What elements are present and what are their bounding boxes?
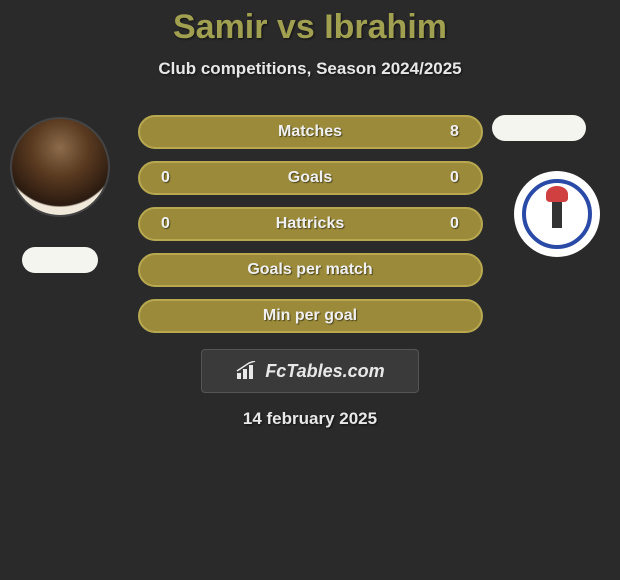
- comparison-card: Samir vs Ibrahim Club competitions, Seas…: [0, 0, 620, 429]
- stat-row-mpg: Min per goal: [138, 299, 483, 333]
- bar-chart-icon: [235, 361, 261, 381]
- stat-label: Matches: [278, 123, 342, 141]
- stat-right-value: 8: [445, 123, 465, 141]
- stat-row-gpm: Goals per match: [138, 253, 483, 287]
- stat-left-value: 0: [156, 169, 176, 187]
- stat-left-value: 0: [156, 215, 176, 233]
- club-badge-ring: [522, 179, 592, 249]
- stat-label: Hattricks: [276, 215, 344, 233]
- stat-row-hattricks: 0 Hattricks 0: [138, 207, 483, 241]
- player-left-avatar: [10, 117, 110, 217]
- player-left-club-pill: [22, 247, 98, 273]
- stat-label: Goals per match: [247, 261, 372, 279]
- player-right-club-pill: [492, 115, 586, 141]
- stats-list: Matches 8 0 Goals 0 0 Hattricks 0 Goals …: [138, 115, 483, 333]
- source-logo: FcTables.com: [201, 349, 419, 393]
- logo-text: FcTables.com: [265, 361, 384, 382]
- torch-icon: [552, 200, 562, 228]
- stat-label: Goals: [288, 169, 332, 187]
- stat-right-value: 0: [445, 169, 465, 187]
- stat-row-matches: Matches 8: [138, 115, 483, 149]
- snapshot-date: 14 february 2025: [0, 409, 620, 429]
- main-area: Matches 8 0 Goals 0 0 Hattricks 0 Goals …: [0, 115, 620, 429]
- stat-row-goals: 0 Goals 0: [138, 161, 483, 195]
- subtitle: Club competitions, Season 2024/2025: [0, 59, 620, 79]
- stat-label: Min per goal: [263, 307, 357, 325]
- player-right-club-badge: [514, 171, 600, 257]
- stat-right-value: 0: [445, 215, 465, 233]
- page-title: Samir vs Ibrahim: [0, 8, 620, 47]
